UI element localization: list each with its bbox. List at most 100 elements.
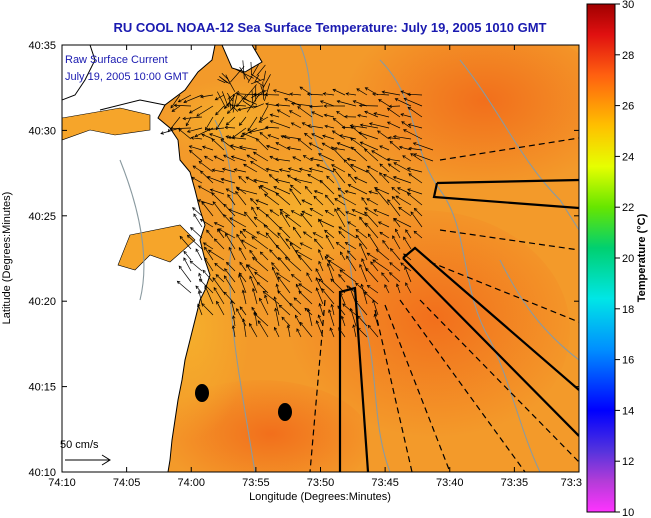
current-vector-head [371,150,375,154]
current-vector-head [183,250,187,255]
current-vector [262,81,265,100]
track-dashed [399,299,526,472]
current-vector-head [315,164,320,168]
current-vector-head [389,140,394,145]
current-vector [289,188,302,206]
current-vector [287,147,302,151]
current-vector [383,174,401,184]
current-vector [274,327,280,338]
current-vector [257,320,269,338]
current-vector [187,235,203,250]
current-vector [337,100,357,107]
current-vector-head [294,250,299,254]
current-vector-head [372,92,376,96]
current-vector [226,76,236,92]
current-vector [216,91,227,109]
current-vector [393,135,412,140]
current-vector [263,70,266,82]
current-vector [403,236,412,250]
current-vector [367,165,379,173]
current-vector-head [252,151,257,155]
land-long-island [221,45,263,73]
current-vector-head [215,274,220,278]
current-vector-head [277,276,281,280]
current-vector [320,100,335,107]
current-vector-head [315,287,319,291]
current-vector-head [258,185,262,190]
current-vector [361,284,368,305]
current-vector [353,324,357,338]
current-vector [388,137,401,140]
current-vector-head [293,297,298,301]
current-vector [292,156,302,162]
current-vector [251,90,254,106]
current-vector [254,271,269,283]
current-vector-head [278,304,283,309]
current-vector [224,268,236,283]
current-vector [202,146,214,151]
current-vector-head [393,218,397,222]
current-vector [242,84,257,101]
current-vector [370,261,379,272]
current-vector [403,253,412,261]
current-vector [260,85,265,96]
current-vector [353,100,368,107]
current-vector [239,306,247,316]
current-vector [332,130,346,140]
current-vector-head [388,272,393,276]
current-vector [278,304,291,316]
current-vector-head [377,221,382,225]
current-vector [211,138,225,151]
current-vector [331,304,335,316]
current-vector [407,93,423,96]
current-vector [340,292,346,305]
current-vector-head [289,242,294,246]
current-vector [293,297,302,305]
current-vector-head [299,242,304,246]
current-vector-head [328,309,332,313]
current-vector [256,282,269,294]
current-vector-head [332,88,337,92]
current-vector [265,126,280,129]
current-vector [215,105,225,116]
current-vector [242,100,254,108]
current-vector [221,73,229,80]
current-vector [178,94,192,103]
current-vector-head [345,92,350,96]
current-vector-head [262,290,267,295]
current-vector-head [277,290,281,294]
track-dashed [439,229,579,251]
current-vector [215,274,225,283]
current-vector [239,116,247,126]
current-vector-head [301,122,306,126]
current-vector [247,64,259,83]
current-vector-head [338,273,342,278]
current-vector [249,250,258,261]
current-vector-head [319,179,324,184]
current-vector-head [216,300,220,305]
current-vector-head [335,241,340,246]
current-vector [167,116,181,133]
current-vector-head [265,102,269,106]
current-vector [228,96,232,110]
current-vector-head [257,320,261,324]
current-vector [232,127,247,139]
current-vector [270,120,291,129]
current-vector [250,161,269,173]
current-vector [236,188,258,195]
current-vector [204,285,214,305]
current-vector [284,98,302,107]
current-vector [277,232,291,250]
current-vector [230,66,245,83]
current-vector [245,176,258,184]
current-vector-head [356,88,360,92]
current-vector-head [355,282,359,286]
current-vector [304,133,313,140]
current-vector [241,239,258,250]
current-vector [395,228,401,239]
current-vector [264,83,271,102]
current-vector [288,168,302,173]
current-vector-head [254,271,258,276]
current-vector [215,116,225,130]
current-vector-head [189,260,194,264]
